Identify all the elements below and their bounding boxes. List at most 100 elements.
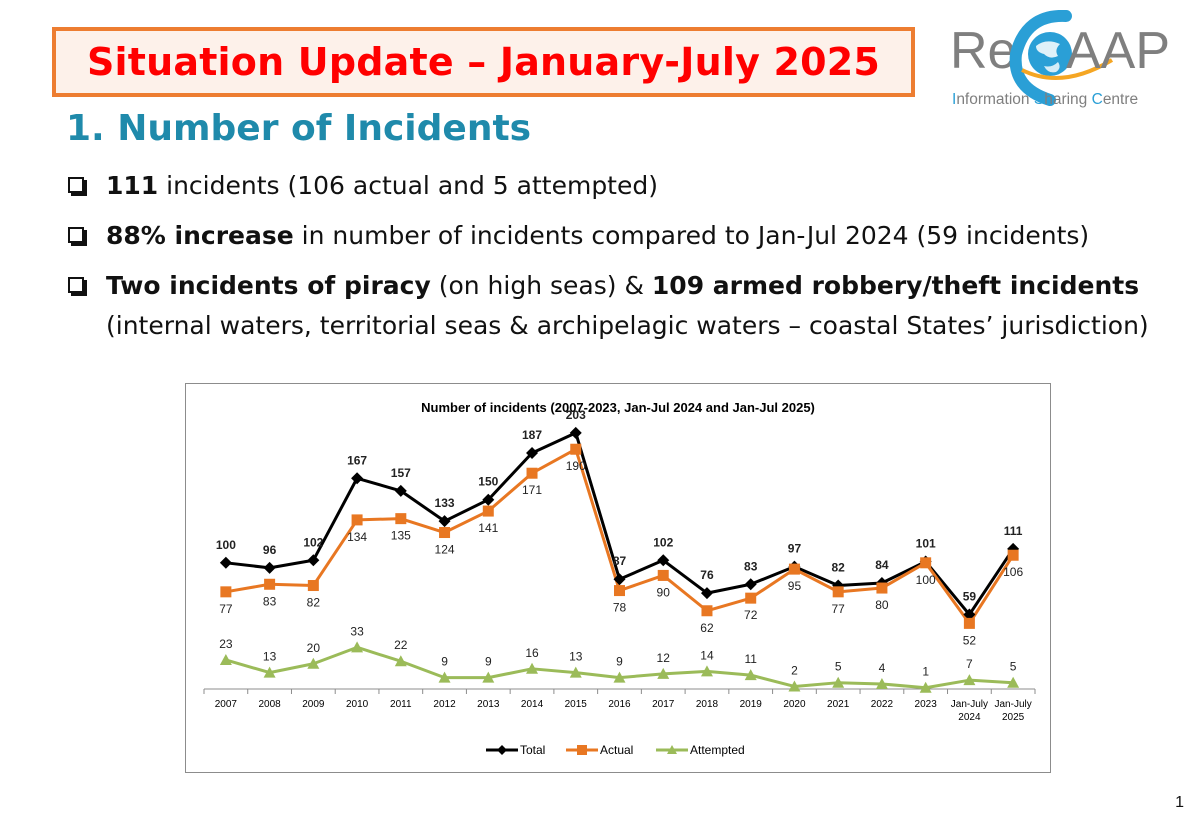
data-label-attempted: 22 (394, 638, 408, 652)
data-label-total: 111 (1004, 524, 1023, 538)
point-attempted (482, 671, 495, 683)
data-label-actual: 90 (657, 585, 671, 599)
data-label-total: 83 (744, 559, 758, 573)
point-actual (570, 443, 582, 455)
data-label-attempted: 13 (263, 650, 277, 664)
data-label-attempted: 2 (791, 663, 798, 677)
x-tick-label: 2019 (740, 699, 763, 710)
point-attempted (788, 680, 801, 692)
data-label-total: 59 (963, 590, 977, 604)
data-label-total: 82 (832, 561, 846, 575)
point-actual (920, 557, 932, 569)
data-label-actual: 135 (391, 529, 411, 543)
point-total (613, 573, 626, 586)
x-tick-label: 2022 (871, 699, 894, 710)
data-label-actual: 171 (522, 483, 542, 497)
point-total (700, 587, 713, 600)
series-line-actual (225, 447, 1015, 625)
checkbox-bullet-icon (68, 177, 87, 196)
x-tick-label: 2023 (915, 699, 938, 710)
data-label-actual: 95 (788, 579, 802, 593)
x-tick-label: 2024 (958, 712, 981, 723)
point-attempted (963, 674, 976, 686)
x-tick-label: 2013 (477, 699, 500, 710)
data-label-total: 101 (916, 537, 936, 551)
data-label-total: 157 (391, 466, 411, 480)
data-label-attempted: 9 (485, 655, 492, 669)
data-label-attempted: 1 (922, 665, 929, 679)
point-attempted (919, 681, 932, 693)
point-total (963, 608, 976, 621)
data-label-attempted: 4 (879, 661, 886, 675)
x-tick-label: 2008 (258, 699, 281, 710)
data-label-attempted: 5 (1010, 660, 1017, 674)
point-total (744, 578, 757, 591)
x-tick-label: 2009 (302, 699, 325, 710)
data-label-actual: 190 (566, 459, 586, 473)
data-label-total: 102 (303, 535, 323, 549)
point-attempted (526, 662, 539, 674)
x-tick-label: 2016 (608, 699, 631, 710)
data-label-actual: 72 (744, 608, 758, 622)
point-attempted (219, 653, 232, 665)
data-label-actual: 141 (478, 521, 498, 535)
data-label-total: 150 (478, 475, 498, 489)
data-label-attempted: 5 (835, 660, 842, 674)
data-label-actual: 78 (613, 601, 627, 615)
point-actual (482, 505, 494, 517)
point-total (394, 484, 407, 497)
legend-label: Actual (600, 743, 633, 757)
data-label-attempted: 16 (525, 646, 539, 660)
point-actual (657, 569, 669, 581)
point-total (307, 554, 320, 567)
point-attempted (657, 667, 670, 679)
section-title: 1. Number of Incidents (66, 108, 532, 149)
point-attempted (569, 666, 582, 678)
x-tick-label: 2010 (346, 699, 369, 710)
point-attempted (307, 657, 320, 669)
x-tick-label: 2017 (652, 699, 675, 710)
checkbox-bullet-icon (68, 227, 87, 246)
data-label-total: 167 (347, 453, 367, 467)
point-total (263, 561, 276, 574)
data-label-actual: 77 (832, 602, 846, 616)
data-label-attempted: 13 (569, 650, 583, 664)
x-tick-label: 2021 (827, 699, 850, 710)
point-actual (963, 617, 975, 629)
x-tick-label: 2020 (783, 699, 806, 710)
point-attempted (351, 641, 364, 653)
point-actual (439, 527, 451, 539)
data-label-total: 96 (263, 543, 277, 557)
data-label-attempted: 12 (657, 651, 671, 665)
legend-label: Attempted (690, 743, 745, 757)
x-tick-label: 2025 (1002, 712, 1025, 723)
data-label-actual: 106 (1003, 565, 1023, 579)
data-label-total: 203 (566, 408, 586, 422)
point-attempted (700, 665, 713, 677)
point-total (351, 472, 364, 485)
chart-title: Number of incidents (2007-2023, Jan-Jul … (421, 400, 815, 415)
logo-tagline: Information Sharing Centre (952, 91, 1138, 108)
x-tick-label: 2014 (521, 699, 544, 710)
point-actual (220, 586, 232, 598)
point-actual (876, 582, 888, 594)
x-tick-label: 2015 (565, 699, 588, 710)
data-label-attempted: 20 (307, 641, 321, 655)
data-label-total: 97 (788, 542, 802, 556)
point-attempted (438, 671, 451, 683)
x-tick-label: 2018 (696, 699, 719, 710)
data-label-attempted: 7 (966, 657, 973, 671)
point-actual (745, 592, 757, 604)
point-total (438, 515, 451, 528)
title-box: Situation Update – January-July 2025 (52, 27, 915, 97)
data-label-actual: 124 (435, 543, 455, 557)
data-label-total: 100 (216, 538, 236, 552)
point-actual (351, 514, 363, 526)
page-number: 1 (1175, 794, 1184, 811)
data-label-actual: 100 (916, 573, 936, 587)
data-label-total: 76 (700, 568, 714, 582)
data-label-attempted: 11 (744, 652, 757, 666)
point-actual (526, 467, 538, 479)
point-actual (701, 605, 713, 617)
bullet-list: 111 incidents (106 actual and 5 attempte… (66, 166, 1176, 356)
